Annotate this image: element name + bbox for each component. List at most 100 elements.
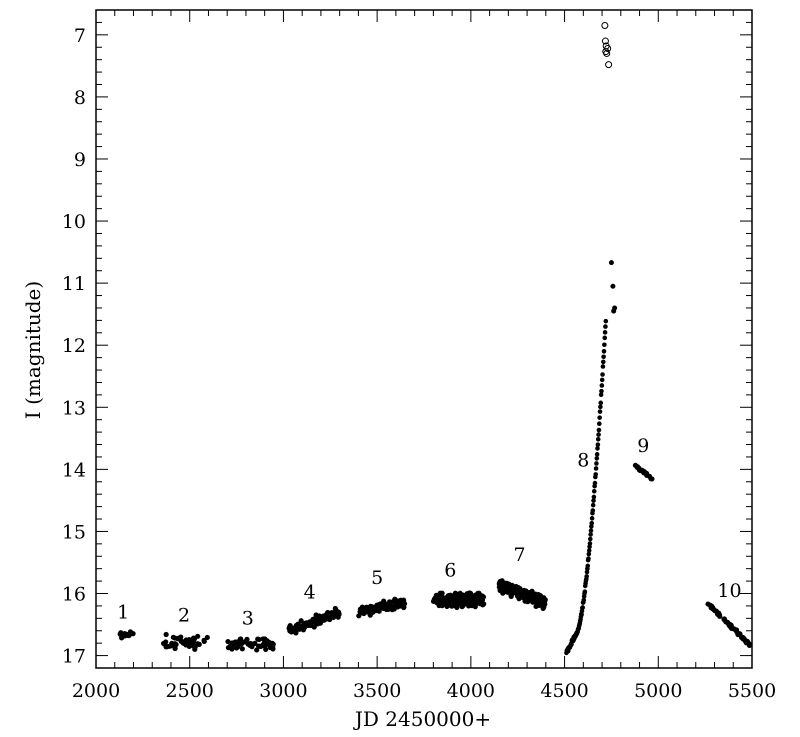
data-point <box>540 597 546 603</box>
x-tick-label: 3500 <box>353 680 401 702</box>
data-point <box>438 592 444 598</box>
data-point <box>599 377 605 383</box>
x-tick-label: 4500 <box>540 680 588 702</box>
data-point <box>599 388 604 394</box>
data-point <box>520 591 527 597</box>
data-point <box>593 466 599 471</box>
data-point <box>262 636 268 642</box>
data-point <box>600 359 606 365</box>
data-point <box>597 409 603 414</box>
data-point <box>172 641 178 647</box>
data-point <box>475 593 481 599</box>
data-point <box>608 260 614 266</box>
data-point <box>589 520 595 526</box>
y-tick-label: 12 <box>62 335 86 357</box>
data-point <box>254 647 260 653</box>
data-point <box>313 612 319 618</box>
data-point <box>333 609 340 615</box>
y-tick-label: 16 <box>62 584 86 606</box>
data-point <box>540 605 546 612</box>
data-point <box>588 532 593 537</box>
data-point <box>586 556 591 561</box>
data-point <box>596 427 602 433</box>
data-point <box>175 636 181 642</box>
segment-label: 2 <box>178 604 190 626</box>
y-axis-label: I (magnitude) <box>21 281 45 419</box>
data-point <box>590 502 596 508</box>
data-point <box>172 645 178 652</box>
data-point <box>579 612 584 617</box>
data-point <box>335 614 341 620</box>
axes <box>95 9 753 669</box>
data-point <box>497 578 504 585</box>
data-point <box>288 629 294 635</box>
data-point <box>401 604 407 611</box>
x-tick-label: 3000 <box>259 680 307 702</box>
data-point <box>634 464 640 470</box>
segment-label: 9 <box>637 435 649 457</box>
data-point <box>190 642 196 648</box>
x-tick-label: 5000 <box>634 680 682 702</box>
data-point <box>191 636 197 642</box>
data-point <box>610 283 616 289</box>
data-point <box>532 592 538 599</box>
data-point <box>463 595 469 601</box>
data-point <box>591 498 596 503</box>
data-point <box>167 643 173 649</box>
data-point <box>611 308 617 314</box>
y-tick-label: 11 <box>62 273 86 295</box>
data-point <box>433 592 439 598</box>
data-point <box>307 619 313 625</box>
data-point <box>723 619 729 625</box>
data-point <box>649 476 655 482</box>
data-point <box>239 646 245 652</box>
open-point <box>604 44 612 52</box>
data-point <box>249 641 255 647</box>
data-point <box>602 342 607 348</box>
data-point <box>526 594 532 600</box>
data-point <box>595 442 601 447</box>
data-point <box>440 599 446 605</box>
data-point <box>598 404 603 410</box>
open-point <box>605 61 613 69</box>
data-point <box>195 633 201 639</box>
data-point <box>595 436 601 442</box>
x-tick-label: 5500 <box>728 680 776 702</box>
data-point <box>603 318 609 324</box>
data-point <box>589 516 595 521</box>
data-points <box>117 22 753 656</box>
data-point <box>235 639 241 645</box>
data-point <box>301 622 307 629</box>
data-point <box>480 602 486 608</box>
data-point <box>601 354 606 360</box>
y-tick-label: 8 <box>74 87 86 109</box>
data-point <box>580 605 585 610</box>
open-point <box>601 22 609 30</box>
y-tick-label: 9 <box>74 149 86 171</box>
data-point <box>598 392 604 398</box>
data-point <box>287 622 293 629</box>
data-point <box>731 626 737 632</box>
open-point <box>603 49 611 57</box>
data-point <box>591 494 597 500</box>
data-point <box>468 599 475 605</box>
data-point <box>370 609 376 615</box>
data-point <box>401 601 408 607</box>
data-point <box>315 616 322 622</box>
data-point <box>225 645 232 651</box>
data-point <box>516 596 522 602</box>
data-point <box>369 604 375 610</box>
data-point <box>587 541 593 546</box>
data-point <box>603 324 608 329</box>
data-point <box>374 602 380 608</box>
data-point <box>263 646 269 652</box>
data-point <box>600 372 605 377</box>
segment-label: 3 <box>242 608 254 630</box>
data-point <box>457 598 463 604</box>
data-point <box>586 551 592 557</box>
data-point <box>130 631 136 637</box>
data-point <box>709 605 715 611</box>
data-point <box>123 631 130 638</box>
data-point <box>585 563 591 569</box>
